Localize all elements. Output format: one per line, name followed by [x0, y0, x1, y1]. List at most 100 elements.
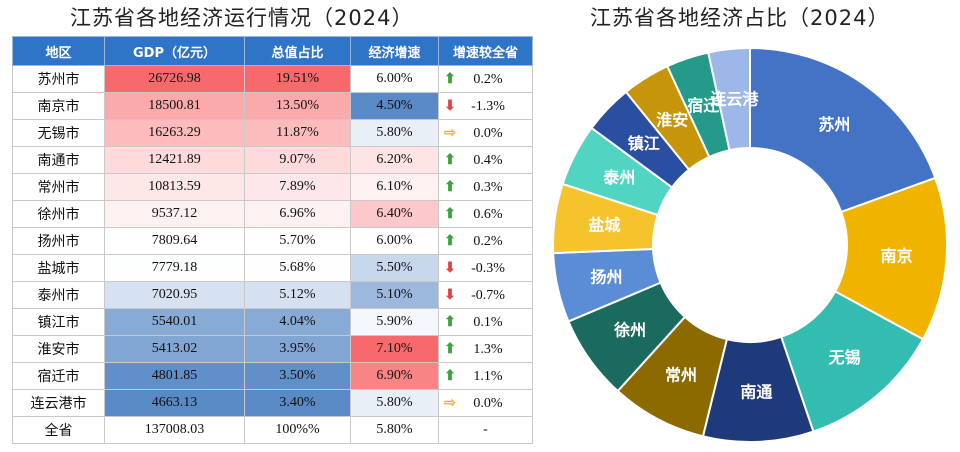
arrow-down-icon: ⬇ — [444, 287, 456, 303]
region-cell: 淮安市 — [12, 335, 105, 363]
table-row: 泰州市 7020.95 5.12% 5.10% ⬇ -0.7% — [12, 281, 533, 309]
arrow-right-icon: ⇨ — [444, 125, 456, 141]
growth-cell: 7.10% — [350, 335, 439, 363]
arrow-up-icon: ⬆ — [444, 341, 456, 357]
arrow-up-icon: ⬆ — [444, 233, 456, 249]
table-row: 南通市 12421.89 9.07% 6.20% ⬆ 0.4% — [12, 146, 533, 174]
gdp-cell: 12421.89 — [104, 146, 245, 174]
table-row: 镇江市 5540.01 4.04% 5.90% ⬆ 0.1% — [12, 308, 533, 336]
diff-value: 0.3% — [473, 179, 503, 195]
table-row: 常州市 10813.59 7.89% 6.10% ⬆ 0.3% — [12, 173, 533, 201]
region-cell: 连云港市 — [12, 389, 105, 417]
diff-cell: ⬇ -1.3% — [438, 92, 533, 120]
diff-cell: ⬇ -0.7% — [438, 281, 533, 309]
gdp-cell: 4663.13 — [104, 389, 245, 417]
share-cell: 3.40% — [244, 389, 351, 417]
share-cell: 3.95% — [244, 335, 351, 363]
diff-cell: ⬆ 0.2% — [438, 227, 533, 255]
gdp-cell: 7809.64 — [104, 227, 245, 255]
region-cell: 盐城市 — [12, 254, 105, 282]
region-cell: 扬州市 — [12, 227, 105, 255]
slice-label: 扬州 — [591, 268, 623, 287]
growth-cell: 5.90% — [350, 308, 439, 336]
col-header-growth: 经济增速 — [350, 36, 439, 66]
slice-label: 连云港 — [710, 89, 759, 108]
gdp-cell: 18500.81 — [104, 92, 245, 120]
arrow-down-icon: ⬇ — [444, 260, 456, 276]
gdp-cell: 7020.95 — [104, 281, 245, 309]
gdp-cell: 9537.12 — [104, 200, 245, 228]
slice-label: 南京 — [881, 247, 913, 266]
table-total-row: 全省 137008.03 100%% 5.80% - — [12, 416, 533, 444]
region-cell: 宿迁市 — [12, 362, 105, 390]
growth-cell: 4.50% — [350, 92, 439, 120]
growth-cell: 6.90% — [350, 362, 439, 390]
region-cell: 镇江市 — [12, 308, 105, 336]
region-cell: 常州市 — [12, 173, 105, 201]
col-header-diff: 增速较全省 — [438, 36, 533, 66]
region-cell: 南京市 — [12, 92, 105, 120]
arrow-up-icon: ⬆ — [444, 152, 456, 168]
table-row: 苏州市 26726.98 19.51% 6.00% ⬆ 0.2% — [12, 65, 533, 93]
region-cell: 无锡市 — [12, 119, 105, 147]
diff-cell: - — [438, 416, 533, 444]
diff-cell: ⬇ -0.3% — [438, 254, 533, 282]
diff-cell: ⬆ 0.2% — [438, 65, 533, 93]
gdp-cell: 26726.98 — [104, 65, 245, 93]
economy-table: 地区 GDP（亿元） 总值占比 经济增速 增速较全省 苏州市 26726.98 19… — [12, 36, 533, 444]
slice-label: 南通 — [740, 382, 772, 401]
share-cell: 5.68% — [244, 254, 351, 282]
share-cell: 4.04% — [244, 308, 351, 336]
table-row: 扬州市 7809.64 5.70% 6.00% ⬆ 0.2% — [12, 227, 533, 255]
arrow-up-icon: ⬆ — [444, 314, 456, 330]
diff-value: 0.1% — [473, 314, 503, 330]
share-cell: 3.50% — [244, 362, 351, 390]
gdp-cell: 5540.01 — [104, 308, 245, 336]
table-row: 无锡市 16263.29 11.87% 5.80% ⇨ 0.0% — [12, 119, 533, 147]
diff-cell: ⬆ 0.6% — [438, 200, 533, 228]
growth-cell: 6.00% — [350, 227, 439, 255]
donut-slice — [707, 46, 751, 152]
slice-label: 泰州 — [602, 168, 635, 187]
growth-cell: 5.80% — [350, 389, 439, 417]
region-cell: 南通市 — [12, 146, 105, 174]
slice-label: 淮安 — [656, 111, 688, 130]
share-cell: 100%% — [244, 416, 351, 444]
arrow-up-icon: ⬆ — [444, 179, 456, 195]
slice-label: 盐城 — [588, 215, 620, 234]
share-cell: 6.96% — [244, 200, 351, 228]
diff-value: 0.0% — [473, 125, 503, 141]
gdp-cell: 10813.59 — [104, 173, 245, 201]
share-cell: 19.51% — [244, 65, 351, 93]
table-row: 徐州市 9537.12 6.96% 6.40% ⬆ 0.6% — [12, 200, 533, 228]
table-row: 盐城市 7779.18 5.68% 5.50% ⬇ -0.3% — [12, 254, 533, 282]
diff-cell: ⬆ 1.3% — [438, 335, 533, 363]
growth-cell: 5.80% — [350, 416, 439, 444]
donut-slice — [749, 46, 937, 214]
share-cell: 9.07% — [244, 146, 351, 174]
share-cell: 5.12% — [244, 281, 351, 309]
gdp-cell: 5413.02 — [104, 335, 245, 363]
diff-value: 0.2% — [473, 233, 503, 249]
gdp-cell: 16263.29 — [104, 119, 245, 147]
growth-cell: 5.80% — [350, 119, 439, 147]
growth-cell: 5.10% — [350, 281, 439, 309]
col-header-gdp: GDP（亿元） — [104, 36, 245, 66]
slice-label: 苏州 — [818, 115, 850, 134]
diff-value: 1.3% — [473, 341, 503, 357]
table-row: 连云港市 4663.13 3.40% 5.80% ⇨ 0.0% — [12, 389, 533, 417]
diff-value: 0.4% — [473, 152, 503, 168]
slice-label: 徐州 — [613, 321, 646, 340]
slice-label: 常州 — [665, 365, 697, 384]
diff-value: -1.3% — [471, 98, 505, 114]
growth-cell: 6.20% — [350, 146, 439, 174]
gdp-cell: 7779.18 — [104, 254, 245, 282]
diff-value: 0.2% — [473, 71, 503, 87]
diff-cell: ⬆ 1.1% — [438, 362, 533, 390]
share-cell: 11.87% — [244, 119, 351, 147]
table-row: 宿迁市 4801.85 3.50% 6.90% ⬆ 1.1% — [12, 362, 533, 390]
region-cell: 泰州市 — [12, 281, 105, 309]
region-cell: 全省 — [12, 416, 105, 444]
col-header-region: 地区 — [12, 36, 105, 66]
